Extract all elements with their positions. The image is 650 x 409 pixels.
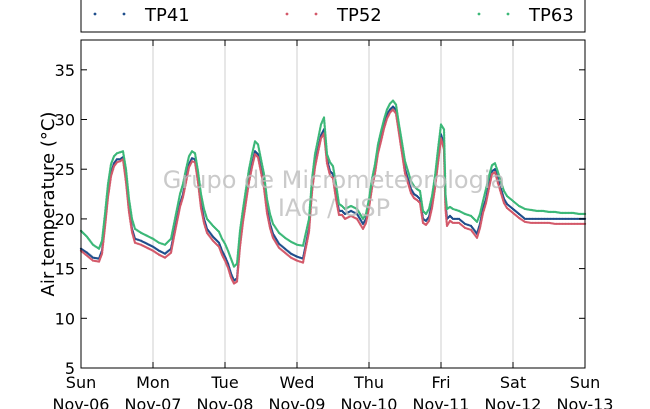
legend-marker-tp52 bbox=[285, 12, 289, 16]
legend-label-tp63: TP63 bbox=[528, 5, 574, 26]
x-tick-label-date: Nov-06 bbox=[53, 395, 110, 409]
x-tick-label-date: Nov-10 bbox=[341, 395, 398, 409]
x-tick-label-day: Thu bbox=[353, 373, 384, 392]
legend-entry-tp41: TP41 bbox=[93, 5, 190, 26]
x-tick-label-day: Tue bbox=[210, 373, 238, 392]
legend-label-tp52: TP52 bbox=[336, 5, 382, 26]
x-tick-label-date: Nov-13 bbox=[557, 395, 614, 409]
watermark-line-2: IAG / USP bbox=[278, 194, 390, 222]
x-axis: Sun Nov-06 Mon Nov-07 Tue Nov-08 Wed Nov-09 Thu N… bbox=[53, 40, 614, 409]
legend-marker-tp52 bbox=[314, 12, 318, 16]
x-tick-label-day: Sun bbox=[66, 373, 96, 392]
x-tick-label-date: Nov-12 bbox=[485, 395, 542, 409]
x-tick-label-day: Mon bbox=[136, 373, 170, 392]
x-tick-label-date: Nov-11 bbox=[413, 395, 470, 409]
legend-marker-tp41 bbox=[122, 12, 126, 16]
x-tick-label-day: Fri bbox=[431, 373, 450, 392]
x-tick-label-date: Nov-09 bbox=[269, 395, 326, 409]
vertical-grid bbox=[152, 40, 514, 368]
y-tick-label: 35 bbox=[55, 61, 75, 80]
watermark: Grupo de Micrometeorologia IAG / USP bbox=[163, 166, 505, 222]
series-layer bbox=[79, 99, 587, 285]
legend: TP41 TP52 TP63 bbox=[80, 0, 586, 33]
legend-entry-tp63: TP63 bbox=[477, 5, 574, 26]
series-tp63 bbox=[79, 99, 587, 268]
legend-entry-tp52: TP52 bbox=[285, 5, 382, 26]
x-tick-label-day: Wed bbox=[280, 373, 315, 392]
x-tick-label-date: Nov-07 bbox=[125, 395, 182, 409]
legend-marker-tp41 bbox=[93, 12, 97, 16]
legend-marker-tp63 bbox=[506, 12, 510, 16]
legend-label-tp41: TP41 bbox=[144, 5, 190, 26]
legend-frame bbox=[80, 0, 586, 33]
x-tick-label-day: Sat bbox=[500, 373, 526, 392]
watermark-line-1: Grupo de Micrometeorologia bbox=[163, 166, 505, 194]
x-tick-label-day: Sun bbox=[570, 373, 600, 392]
y-tick-label: 10 bbox=[55, 309, 75, 328]
legend-marker-tp63 bbox=[477, 12, 481, 16]
x-tick-label-date: Nov-08 bbox=[197, 395, 254, 409]
y-axis-label: Air temperature (°C) bbox=[38, 112, 59, 297]
